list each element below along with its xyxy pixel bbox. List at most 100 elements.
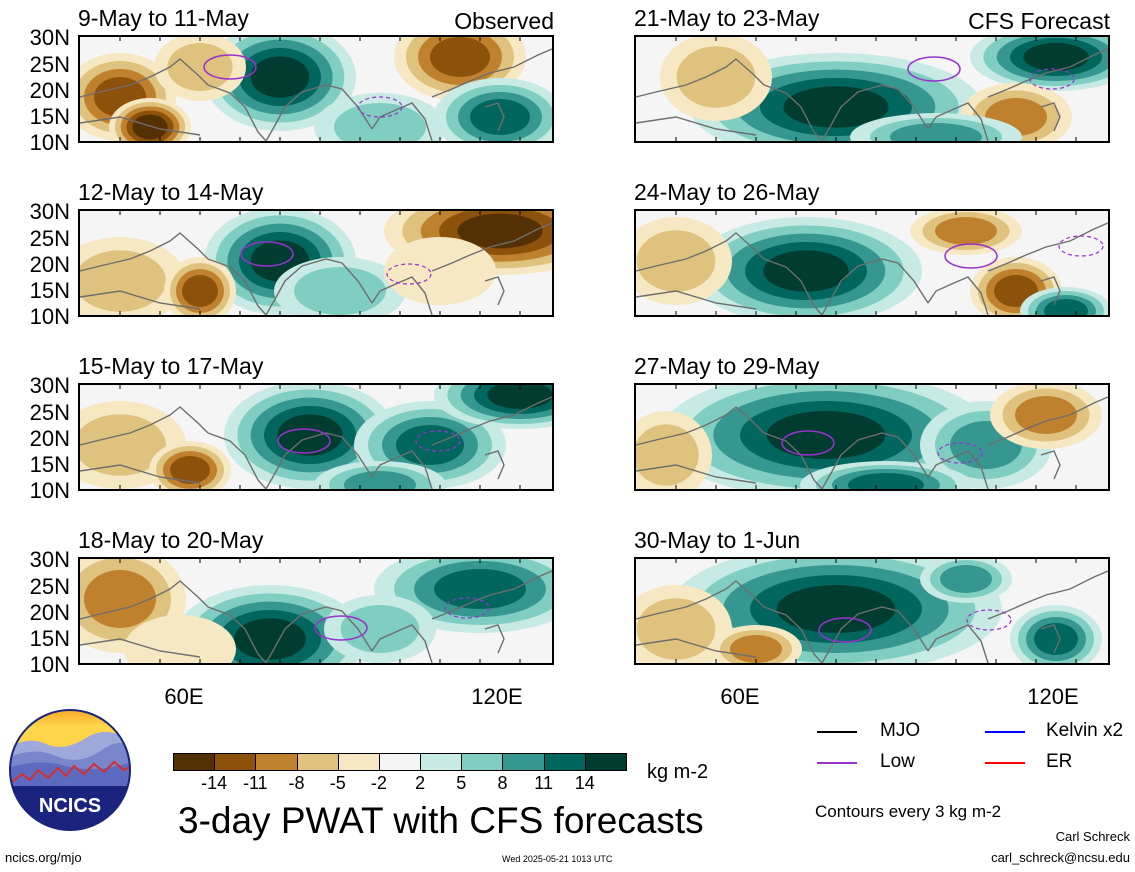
panel-title: 9-May to 11-May xyxy=(78,5,249,31)
pwat-anomaly-region xyxy=(965,431,1007,459)
coastline xyxy=(636,290,757,310)
panel-title: 30-May to 1-Jun xyxy=(634,527,801,553)
lat-label: 30N xyxy=(29,199,70,224)
coastline xyxy=(1040,624,1061,654)
pwat-anomaly-region xyxy=(1042,629,1070,649)
pwat-anomaly-region xyxy=(442,45,478,69)
low-contour-negative xyxy=(1029,68,1075,90)
coastline xyxy=(821,606,929,663)
legend-swatch-low xyxy=(817,762,857,764)
coastline xyxy=(636,464,757,484)
colorbar-cell xyxy=(420,753,463,771)
pwat-anomaly-region xyxy=(359,476,401,489)
legend-label-kelvin: Kelvin x2 xyxy=(1046,720,1124,741)
colorbar-cell xyxy=(337,753,380,771)
pwat-anomaly-region xyxy=(947,222,985,240)
coastline xyxy=(207,606,267,663)
colorbar-cell xyxy=(378,753,422,771)
coastline xyxy=(636,638,757,658)
coastline xyxy=(927,276,989,315)
panel-title: 15-May to 17-May xyxy=(78,353,264,379)
coastline xyxy=(484,102,505,132)
coastline xyxy=(80,58,209,98)
coastline xyxy=(371,276,433,315)
colorbar-cell xyxy=(461,753,504,771)
coastline xyxy=(636,232,765,272)
pwat-anomaly-region xyxy=(910,128,962,141)
colorbar-tick-label: 11 xyxy=(534,773,553,793)
coastline xyxy=(763,258,823,315)
map-panel-obs-3 xyxy=(78,383,554,491)
lat-label: 15N xyxy=(29,452,70,477)
coastline xyxy=(927,450,989,489)
coastline xyxy=(636,116,757,136)
coastline xyxy=(763,84,823,141)
map-panel-fc-2 xyxy=(634,209,1110,317)
coastline xyxy=(1040,102,1061,132)
map-panel-obs-4 xyxy=(78,557,554,665)
pwat-anomaly-region xyxy=(262,64,298,90)
coastline xyxy=(636,406,765,446)
legend-swatch-er xyxy=(985,762,1025,764)
colorbar-cell xyxy=(173,753,216,771)
pwat-anomaly-region xyxy=(410,433,450,457)
coastline xyxy=(821,258,929,315)
panel-title: 18-May to 20-May xyxy=(78,527,264,553)
coastline xyxy=(484,276,505,306)
footer-email: carl_schreck@ncsu.edu xyxy=(991,850,1130,865)
pwat-anomaly-region xyxy=(1052,303,1080,315)
coastline xyxy=(987,396,1108,446)
pwat-anomaly-region xyxy=(646,437,686,473)
forecast-label: CFS Forecast xyxy=(968,8,1110,34)
coastline xyxy=(821,84,929,141)
pwat-anomaly-region xyxy=(475,220,525,242)
legend-label-er: ER xyxy=(1046,751,1073,772)
low-contour xyxy=(240,241,294,267)
low-contour xyxy=(203,54,257,80)
pwat-anomaly-region xyxy=(314,277,366,305)
colorbar xyxy=(173,753,627,771)
coastline xyxy=(265,84,373,141)
lon-label: 60E xyxy=(164,684,204,709)
pwat-anomaly-region xyxy=(1036,48,1076,66)
coastline xyxy=(80,638,201,658)
coastline xyxy=(987,222,1108,272)
low-contour xyxy=(907,56,961,82)
lat-label: 20N xyxy=(29,252,70,277)
coastline xyxy=(927,102,989,141)
pwat-anomaly-region xyxy=(482,106,518,128)
pwat-anomaly-region xyxy=(290,422,330,448)
lat-label: 25N xyxy=(29,52,70,77)
lon-label: 120E xyxy=(1027,684,1079,709)
coastline xyxy=(207,84,267,141)
colorbar-tick-label: 2 xyxy=(415,773,426,793)
coastline xyxy=(636,580,765,620)
colorbar-cell xyxy=(502,753,545,771)
footer-timestamp: Wed 2025-05-21 1013 UTC xyxy=(502,854,613,864)
low-contour-negative xyxy=(357,96,403,118)
low-contour xyxy=(277,428,331,454)
panel-title: 27-May to 29-May xyxy=(634,353,820,379)
low-contour-negative xyxy=(415,430,461,452)
coastline xyxy=(927,624,989,663)
pwat-anomaly-region xyxy=(188,281,212,301)
ncics-logo: NCICS xyxy=(8,708,132,832)
pwat-anomaly-region xyxy=(740,640,772,658)
colorbar-cell xyxy=(584,753,627,771)
coastline xyxy=(265,258,373,315)
coastline xyxy=(80,232,209,272)
low-contour xyxy=(944,243,998,269)
lat-label: 25N xyxy=(29,226,70,251)
pwat-anomaly-region xyxy=(997,105,1035,129)
lon-label: 120E xyxy=(471,684,523,709)
lat-label: 15N xyxy=(29,104,70,129)
lat-label: 30N xyxy=(29,373,70,398)
coastline xyxy=(80,406,209,446)
coastline xyxy=(80,290,201,310)
pwat-anomaly-region xyxy=(693,59,739,95)
coastline xyxy=(987,48,1108,98)
pwat-anomaly-region xyxy=(94,427,146,463)
colorbar-tick-label: -8 xyxy=(288,773,305,793)
coastline xyxy=(371,102,433,141)
legend-swatch-kelvin xyxy=(985,731,1025,733)
